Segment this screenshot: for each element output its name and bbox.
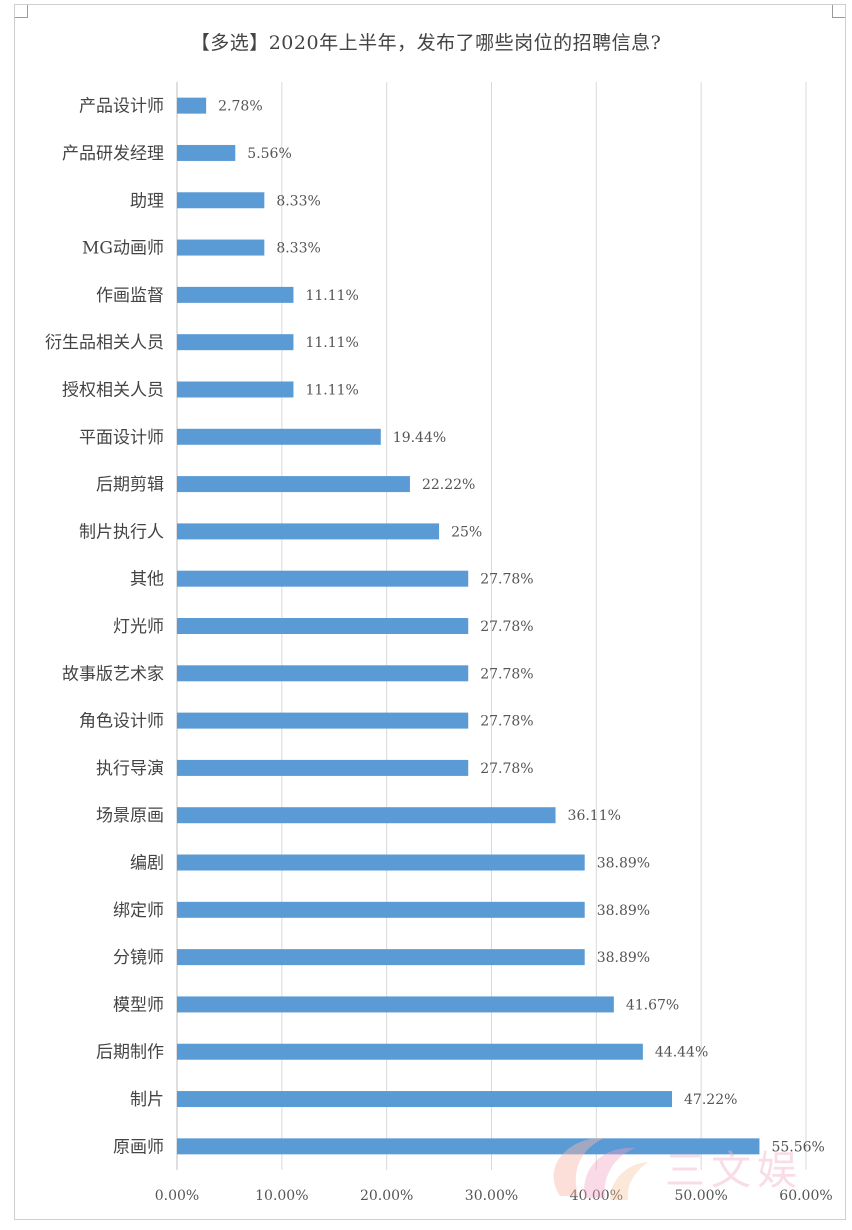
x-tick-label: 20.00% xyxy=(360,1188,413,1204)
value-label: 27.78% xyxy=(480,714,533,730)
x-tick-label: 40.00% xyxy=(570,1188,623,1204)
bar xyxy=(177,192,265,209)
x-tick-label: 0.00% xyxy=(155,1188,199,1204)
corner-mark-right xyxy=(832,5,845,18)
value-label: 5.56% xyxy=(247,146,291,162)
category-label: 作画监督 xyxy=(96,286,164,306)
category-label: 故事版艺术家 xyxy=(62,664,164,684)
value-label: 11.11% xyxy=(305,382,358,398)
category-label: 制片 xyxy=(130,1090,164,1110)
value-label: 38.89% xyxy=(597,903,650,919)
x-tick-label: 10.00% xyxy=(255,1188,308,1204)
value-label: 8.33% xyxy=(276,193,320,209)
category-label: 助理 xyxy=(130,191,164,211)
bar xyxy=(177,712,469,729)
value-label: 22.22% xyxy=(422,477,475,493)
bar xyxy=(177,759,469,776)
bar xyxy=(177,949,585,966)
category-label: 灯光师 xyxy=(113,617,164,637)
bar xyxy=(177,570,469,587)
value-label: 27.78% xyxy=(480,619,533,635)
value-label: 27.78% xyxy=(480,572,533,588)
value-label: 8.33% xyxy=(276,241,320,257)
category-label: 后期剪辑 xyxy=(96,475,164,495)
bar xyxy=(177,1091,673,1108)
bar xyxy=(177,286,294,303)
x-tick-label: 50.00% xyxy=(674,1188,727,1204)
value-label: 27.78% xyxy=(480,761,533,777)
category-label: 绑定师 xyxy=(113,901,164,921)
value-label: 36.11% xyxy=(568,808,621,824)
value-label: 2.78% xyxy=(218,99,262,115)
category-label: 编剧 xyxy=(130,854,164,874)
bar xyxy=(177,144,236,161)
bar xyxy=(177,97,207,114)
value-label: 11.11% xyxy=(305,288,358,304)
category-label: 授权相关人员 xyxy=(62,380,164,400)
bar xyxy=(177,854,585,871)
bar xyxy=(177,996,614,1013)
bar xyxy=(177,1043,643,1060)
category-label: 产品研发经理 xyxy=(62,144,164,164)
category-label: 产品设计师 xyxy=(79,97,164,117)
value-label: 25% xyxy=(451,524,482,540)
category-label: 场景原画 xyxy=(96,806,164,826)
value-label: 38.89% xyxy=(597,950,650,966)
bar xyxy=(177,665,469,682)
bar xyxy=(177,476,410,493)
chart-title: 【多选】2020年上半年，发布了哪些岗位的招聘信息? xyxy=(190,32,662,54)
category-label: 分镜师 xyxy=(113,948,164,968)
bar xyxy=(177,523,440,540)
category-label: 执行导演 xyxy=(96,759,164,779)
bar xyxy=(177,381,294,398)
category-label: 制片执行人 xyxy=(79,522,164,542)
value-label: 11.11% xyxy=(305,335,358,351)
category-label: 衍生品相关人员 xyxy=(45,333,164,353)
bar xyxy=(177,618,469,634)
bar xyxy=(177,428,381,445)
bar xyxy=(177,901,585,918)
corner-mark-left xyxy=(15,5,28,18)
chart-frame xyxy=(14,4,846,1220)
value-label: 41.67% xyxy=(626,997,679,1013)
category-label: 角色设计师 xyxy=(79,712,164,732)
x-tick-label: 30.00% xyxy=(465,1188,518,1204)
bar xyxy=(177,807,556,824)
value-label: 27.78% xyxy=(480,666,533,682)
x-tick-label: 60.00% xyxy=(779,1188,832,1204)
category-label: 模型师 xyxy=(113,995,164,1015)
value-label: 47.22% xyxy=(684,1092,737,1108)
value-label: 44.44% xyxy=(655,1045,708,1061)
bar xyxy=(177,334,294,351)
value-label: 38.89% xyxy=(597,856,650,872)
bar xyxy=(177,239,265,256)
category-label: 后期制作 xyxy=(96,1043,164,1063)
category-label: 平面设计师 xyxy=(79,428,164,448)
value-label: 19.44% xyxy=(393,430,446,446)
category-label: MG动画师 xyxy=(82,239,164,259)
bar xyxy=(177,1138,760,1155)
category-label: 其他 xyxy=(130,570,164,590)
category-label: 原画师 xyxy=(113,1137,164,1157)
value-label: 55.56% xyxy=(771,1139,824,1155)
